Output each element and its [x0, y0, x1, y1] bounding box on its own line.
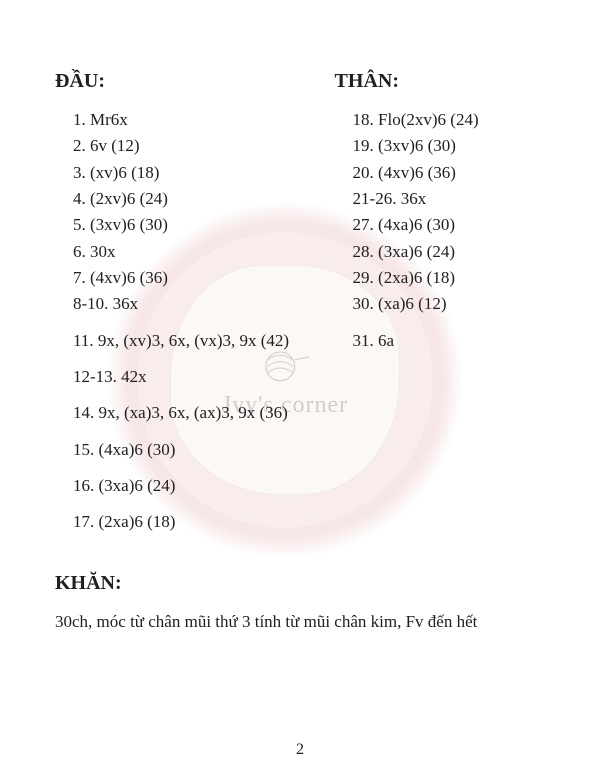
section-dau: ĐẦU: 1. Mr6x 2. 6v (12) 3. (xv)6 (18) 4.… [55, 70, 331, 536]
list-item: 15. (4xa)6 (30) [73, 437, 331, 463]
list-item: 2. 6v (12) [73, 133, 331, 159]
than-items: 18. Flo(2xv)6 (24) 19. (3xv)6 (30) 20. (… [353, 107, 560, 354]
list-item: 11. 9x, (xv)3, 6x, (vx)3, 9x (42) [73, 328, 331, 354]
heading-khan: KHĂN: [55, 572, 560, 595]
list-item: 12-13. 42x [73, 364, 331, 390]
list-item: 8-10. 36x [73, 291, 331, 317]
list-item: 4. (2xv)6 (24) [73, 186, 331, 212]
page-number: 2 [0, 741, 600, 759]
list-item: 7. (4xv)6 (36) [73, 265, 331, 291]
list-item: 6. 30x [73, 239, 331, 265]
khan-text: 30ch, móc từ chân mũi thứ 3 tính từ mũi … [55, 609, 555, 635]
list-item: 29. (2xa)6 (18) [353, 265, 560, 291]
list-item: 5. (3xv)6 (30) [73, 212, 331, 238]
list-item: 18. Flo(2xv)6 (24) [353, 107, 560, 133]
list-item: 27. (4xa)6 (30) [353, 212, 560, 238]
section-khan: KHĂN: 30ch, móc từ chân mũi thứ 3 tính t… [55, 572, 560, 635]
list-item: 1. Mr6x [73, 107, 331, 133]
list-item: 28. (3xa)6 (24) [353, 239, 560, 265]
list-item: 30. (xa)6 (12) [353, 291, 560, 317]
list-item: 21-26. 36x [353, 186, 560, 212]
list-item: 14. 9x, (xa)3, 6x, (ax)3, 9x (36) [73, 400, 331, 426]
dau-items: 1. Mr6x 2. 6v (12) 3. (xv)6 (18) 4. (2xv… [73, 107, 331, 536]
section-than: THÂN: 18. Flo(2xv)6 (24) 19. (3xv)6 (30)… [331, 70, 560, 536]
list-item: 3. (xv)6 (18) [73, 160, 331, 186]
list-item: 17. (2xa)6 (18) [73, 509, 331, 535]
list-item: 16. (3xa)6 (24) [73, 473, 331, 499]
heading-dau: ĐẦU: [55, 70, 331, 93]
heading-than: THÂN: [335, 70, 560, 93]
list-item: 31. 6a [353, 328, 560, 354]
list-item: 19. (3xv)6 (30) [353, 133, 560, 159]
list-item: 20. (4xv)6 (36) [353, 160, 560, 186]
